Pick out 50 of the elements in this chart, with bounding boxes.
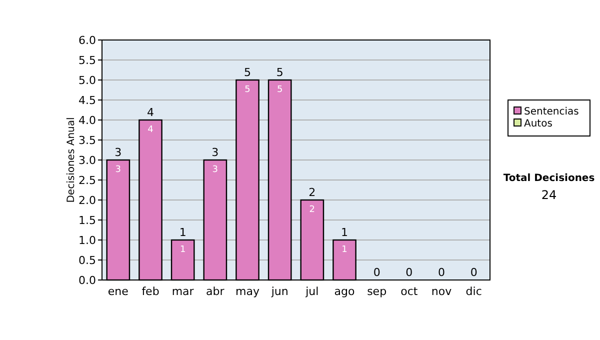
legend-label: Sentencias: [524, 106, 579, 118]
total-label: 5: [276, 66, 284, 79]
y-tick-label: 4.5: [78, 94, 96, 107]
y-tick-label: 3.5: [78, 134, 96, 147]
data-label: 1: [180, 245, 186, 255]
total-label: 2: [308, 186, 316, 199]
total-label: 5: [244, 66, 251, 79]
data-label: 3: [212, 165, 218, 175]
data-label: 4: [148, 125, 154, 135]
y-tick-label: 0.5: [78, 254, 96, 267]
data-label: 5: [276, 85, 283, 95]
data-label: 2: [309, 205, 316, 215]
total-label: 3: [114, 146, 122, 159]
y-tick-label: 4.0: [78, 114, 96, 127]
x-tick-label: oct: [400, 285, 418, 298]
y-tick-label: 0.0: [78, 274, 96, 287]
y-tick-label: 2.5: [78, 174, 96, 187]
y-tick-label: 3.0: [78, 154, 96, 167]
total-label: 4: [147, 106, 154, 119]
y-tick-label: 5.5: [78, 54, 96, 67]
y-axis-title: Decisiones Anual: [66, 117, 77, 203]
text: 24: [541, 188, 557, 202]
total-label: 0: [470, 266, 478, 279]
total-label: 3: [212, 146, 219, 159]
total-label: 0: [438, 266, 445, 279]
x-tick-label: feb: [142, 285, 160, 298]
x-tick-label: sep: [367, 285, 387, 298]
y-tick-label: 1.5: [78, 214, 96, 227]
legend-label: Autos: [524, 118, 552, 130]
total-label: 0: [373, 266, 380, 279]
x-tick-label: nov: [431, 285, 452, 298]
y-tick-label: 2.0: [78, 194, 96, 207]
text: Total Decisiones: [503, 173, 595, 184]
y-tick-label: 6.0: [78, 34, 96, 47]
x-tick-label: dic: [466, 285, 482, 298]
total-label: 1: [341, 226, 348, 239]
y-tick-label: 5.0: [78, 74, 96, 87]
x-tick-label: jul: [304, 285, 319, 298]
x-tick-label: jun: [270, 285, 288, 298]
x-tick-label: ene: [108, 285, 129, 298]
x-tick-label: ago: [334, 285, 355, 298]
data-label: 5: [244, 85, 250, 95]
x-tick-label: may: [236, 285, 260, 298]
total-label: 0: [406, 266, 413, 279]
data-label: 1: [342, 245, 348, 255]
total-label: 1: [179, 226, 186, 239]
x-tick-label: mar: [172, 285, 194, 298]
data-label: 3: [115, 165, 122, 175]
y-tick-label: 1.0: [78, 234, 96, 247]
x-tick-label: abr: [206, 285, 225, 298]
